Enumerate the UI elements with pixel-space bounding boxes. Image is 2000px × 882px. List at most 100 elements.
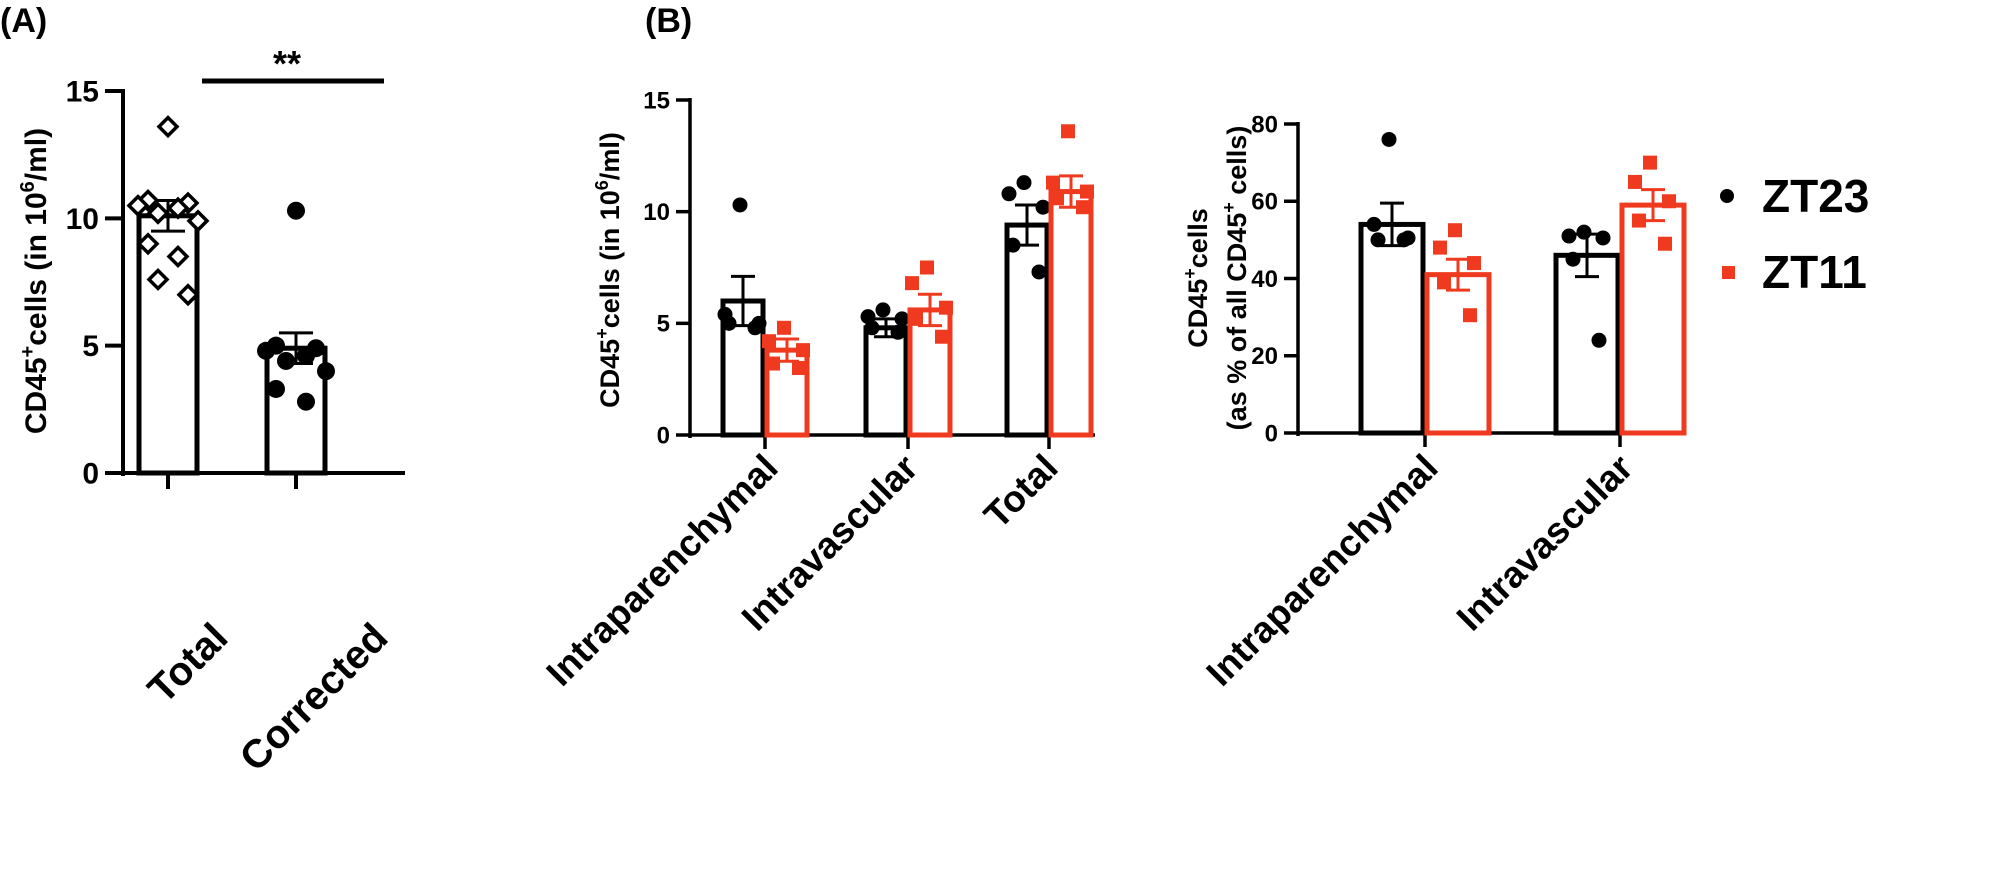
b1-point-zt23 xyxy=(864,320,880,336)
b1-point-zt11 xyxy=(909,311,923,326)
b1-point-zt11 xyxy=(939,300,953,315)
y-label-b2-part4: cells) xyxy=(1222,126,1252,203)
b2-bar-zt11 xyxy=(1424,272,1492,436)
b1-point-zt11 xyxy=(1080,184,1094,199)
category-label-total-b: Total xyxy=(976,447,1066,537)
b2-point-zt11 xyxy=(1467,256,1481,271)
a-y-tick-label: 0 xyxy=(82,458,99,491)
b2-point-zt11 xyxy=(1643,155,1657,170)
chart-b2: 0 20 40 60 80 Intraparenchymal Intravascular… xyxy=(1180,111,1687,694)
b1-point-zt23 xyxy=(875,302,891,318)
b2-point-zt23 xyxy=(1396,232,1412,248)
b1-bar-zt23 xyxy=(863,325,909,438)
b1-bar-zt23 xyxy=(1004,222,1050,438)
b1-y-tick-label: 5 xyxy=(657,311,670,338)
a-point-diamond xyxy=(176,283,200,307)
category-label-intraparenchymal: Intraparenchymal xyxy=(539,447,786,694)
a-point-circle xyxy=(277,351,295,370)
b1-point-zt11 xyxy=(762,334,776,349)
legend-label-zt11: ZT11 xyxy=(1762,246,1867,298)
b1-point-zt11 xyxy=(905,276,919,291)
b2-point-zt23 xyxy=(1561,228,1577,244)
a-point-diamond xyxy=(126,194,150,218)
b1-point-zt11 xyxy=(1076,200,1090,215)
b1-point-zt23 xyxy=(732,197,748,213)
b2-y-tick-label: 60 xyxy=(1251,189,1278,216)
y-label-b2-part2: cells xyxy=(1183,208,1213,268)
b2-point-zt11 xyxy=(1433,240,1447,255)
category-label-total: Total xyxy=(140,615,237,712)
a-point-diamond xyxy=(136,232,160,256)
a-point-diamond xyxy=(146,201,170,225)
panel-label-b: (B) xyxy=(645,2,692,40)
a-point-diamond xyxy=(166,196,190,220)
b1-point-zt23 xyxy=(1016,175,1032,191)
b2-y-tick-label: 20 xyxy=(1251,343,1278,370)
category-label-intraparenchymal-b2: Intraparenchymal xyxy=(1199,447,1446,694)
b2-point-zt11 xyxy=(1632,213,1646,228)
legend: ZT23 ZT11 xyxy=(1720,170,1869,298)
category-label-intravascular-b2: Intravascular xyxy=(1449,447,1641,639)
b1-bar-zt11 xyxy=(1048,189,1094,438)
a-point-circle xyxy=(287,201,305,220)
y-label-b2-part1: CD45 xyxy=(1183,279,1213,348)
y-axis-label-b2-line1: CD45+cells xyxy=(1180,208,1213,348)
b2-bar-zt11 xyxy=(1619,202,1687,436)
a-y-tick-label: 15 xyxy=(66,76,99,109)
a-point-circle xyxy=(317,362,335,381)
b1-point-zt11 xyxy=(1050,191,1064,206)
y-label-a-sup2: 6 xyxy=(17,181,39,192)
a-point-diamond xyxy=(146,267,170,291)
b2-bar-zt23 xyxy=(1553,252,1621,436)
b2-bar-zt23 xyxy=(1358,221,1426,436)
b1-y-tick-label: 15 xyxy=(643,87,670,114)
b2-point-zt23 xyxy=(1595,230,1611,246)
b1-point-zt23 xyxy=(1031,264,1047,280)
b1-point-zt11 xyxy=(792,361,806,375)
b2-point-zt23 xyxy=(1370,232,1386,248)
b2-point-zt23 xyxy=(1366,216,1382,232)
b2-y-tick-label: 80 xyxy=(1251,111,1278,138)
y-label-b2-part3: (as % of all CD45 xyxy=(1222,213,1252,431)
b1-point-zt11 xyxy=(777,320,791,335)
b2-y-tick-label: 0 xyxy=(1265,420,1278,447)
b1-point-zt11 xyxy=(766,356,780,371)
a-bar xyxy=(264,345,328,476)
b2-point-zt23 xyxy=(1565,251,1581,267)
y-axis-label-b1: CD45+cells (in 106/ml) xyxy=(592,132,625,408)
significance-label: ** xyxy=(273,43,301,84)
chart-a: 0 5 10 15 Total Corrected CD45+cells (in 10… xyxy=(17,43,405,780)
y-label-b1-sup1: + xyxy=(592,328,612,339)
b1-point-zt11 xyxy=(1046,175,1060,190)
b2-y-tick-label: 40 xyxy=(1251,266,1278,293)
y-label-b1-part1: CD45 xyxy=(595,339,625,408)
category-label-corrected: Corrected xyxy=(232,615,397,780)
b1-bar-zt11 xyxy=(907,307,953,438)
b2-point-zt23 xyxy=(1381,131,1397,147)
panel-label-a: (A) xyxy=(0,2,47,40)
b1-point-zt23 xyxy=(894,311,910,327)
y-label-b1-part2: cells (in 10 xyxy=(595,190,625,328)
b2-point-zt11 xyxy=(1662,194,1676,209)
b2-point-zt11 xyxy=(1437,275,1451,290)
b1-point-zt11 xyxy=(935,329,949,344)
y-label-a-part1: CD45 xyxy=(20,357,53,434)
b2-point-zt23 xyxy=(1576,224,1592,240)
b2-point-zt11 xyxy=(1448,223,1462,238)
y-label-b1-sup2: 6 xyxy=(592,180,612,190)
legend-label-zt23: ZT23 xyxy=(1762,170,1869,222)
b2-point-zt23 xyxy=(1591,332,1607,348)
y-label-a-sup1: + xyxy=(17,346,39,358)
legend-marker-zt11 xyxy=(1722,266,1735,279)
a-point-diamond xyxy=(186,209,210,233)
y-label-b2-sup2: + xyxy=(1219,202,1239,213)
y-label-a-part3: /ml) xyxy=(20,128,53,181)
b2-point-zt11 xyxy=(1463,308,1477,323)
legend-marker-zt23 xyxy=(1720,189,1734,203)
b1-y-tick-label: 10 xyxy=(643,199,670,226)
b1-point-zt23 xyxy=(890,324,906,340)
a-point-circle xyxy=(297,346,315,365)
b1-point-zt11 xyxy=(1061,124,1075,139)
b2-point-zt11 xyxy=(1658,236,1672,251)
